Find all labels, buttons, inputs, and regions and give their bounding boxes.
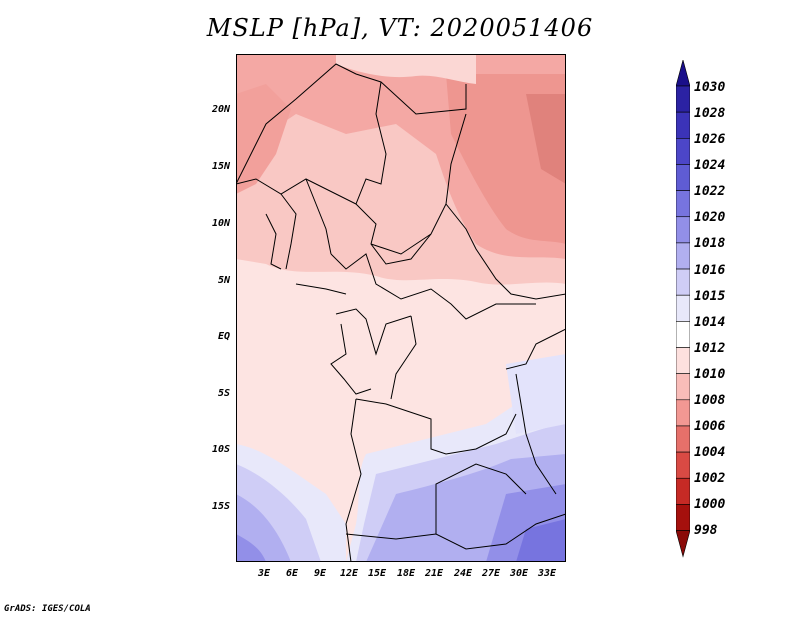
colorbar-label-1026: 1026	[694, 132, 726, 147]
colorbar-label-1020: 1020	[694, 210, 726, 225]
colorbar-segment	[676, 321, 690, 348]
colorbar-segment	[676, 242, 690, 270]
colorbar-segment	[676, 138, 690, 165]
lat-label-15n: 15N	[211, 161, 230, 172]
colorbar-segment	[676, 451, 690, 479]
lat-label-10s: 10S	[211, 444, 230, 455]
colorbar-label-1028: 1028	[694, 106, 726, 121]
colorbar-label-1006: 1006	[694, 419, 726, 434]
colorbar	[676, 60, 690, 558]
colorbar-label-1010: 1010	[694, 367, 726, 382]
colorbar-label-1015: 1015	[694, 289, 726, 304]
colorbar-segment	[676, 347, 690, 374]
lon-label-21e: 21E	[424, 568, 444, 579]
lon-label-9e: 9E	[313, 568, 327, 579]
lon-label-27e: 27E	[481, 568, 501, 579]
lat-label-15s: 15S	[211, 501, 230, 512]
lon-label-6e: 6E	[285, 568, 299, 579]
colorbar-label-1018: 1018	[694, 236, 726, 251]
colorbar-segment	[676, 60, 690, 87]
grads-credit: GrADS: IGES/COLA	[4, 604, 91, 614]
lon-label-30e: 30E	[509, 568, 529, 579]
colorbar-segment	[676, 216, 690, 244]
colorbar-segment	[676, 425, 690, 453]
lon-label-18e: 18E	[396, 568, 416, 579]
colorbar-segment	[676, 399, 690, 427]
colorbar-segment	[676, 190, 690, 218]
colorbar-label-1016: 1016	[694, 263, 726, 278]
colorbar-label-1004: 1004	[694, 445, 726, 460]
colorbar-segment	[676, 268, 690, 296]
colorbar-segment	[676, 85, 690, 113]
colorbar-label-1002: 1002	[694, 471, 726, 486]
lat-label-eq: EQ	[217, 331, 230, 342]
colorbar-segment	[676, 504, 690, 531]
lat-label-5s: 5S	[217, 388, 230, 399]
pressure-map	[236, 54, 566, 562]
colorbar-segment	[676, 530, 690, 558]
colorbar-label-1012: 1012	[694, 341, 726, 356]
colorbar-label-998: 998	[694, 523, 718, 538]
colorbar-segment	[676, 111, 690, 139]
lon-label-15e: 15E	[367, 568, 387, 579]
map-title: MSLP [hPa], VT: 2020051406	[206, 14, 594, 42]
colorbar-label-1030: 1030	[694, 80, 726, 95]
colorbar-segment	[676, 477, 690, 505]
lat-label-5n: 5N	[217, 275, 230, 286]
lon-label-3e: 3E	[257, 568, 271, 579]
colorbar-label-1008: 1008	[694, 393, 726, 408]
lon-label-12e: 12E	[339, 568, 359, 579]
lat-label-20n: 20N	[211, 104, 230, 115]
colorbar-label-1024: 1024	[694, 158, 726, 173]
lon-label-33e: 33E	[537, 568, 557, 579]
colorbar-segment	[676, 164, 690, 191]
colorbar-label-1014: 1014	[694, 315, 726, 330]
colorbar-segment	[676, 294, 690, 322]
colorbar-segment	[676, 373, 690, 401]
lon-label-24e: 24E	[453, 568, 473, 579]
lat-label-10n: 10N	[211, 218, 230, 229]
colorbar-label-1022: 1022	[694, 184, 726, 199]
colorbar-label-1000: 1000	[694, 497, 726, 512]
